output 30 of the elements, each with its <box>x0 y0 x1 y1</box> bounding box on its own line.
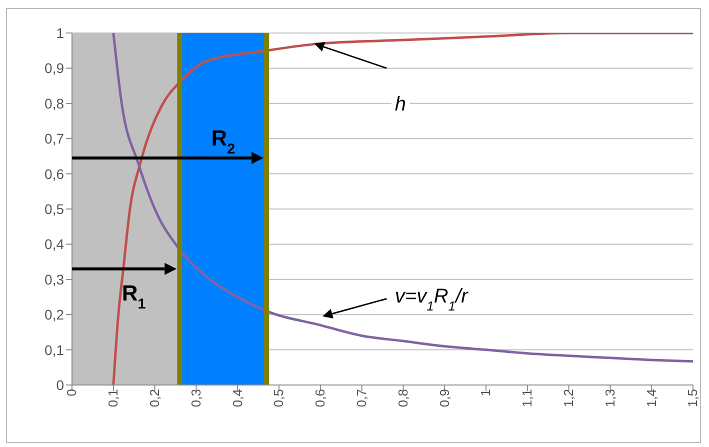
x-tick-label: 1,2 <box>561 389 576 408</box>
x-tick-label: 0,7 <box>354 389 370 408</box>
y-tick-label: 0,6 <box>44 166 64 182</box>
y-tick-label: 0,3 <box>44 271 64 288</box>
x-tick-label: 0,3 <box>188 389 204 408</box>
y-tick-label: 0,7 <box>44 130 64 147</box>
band-label: R$_{2}$ <box>211 126 236 158</box>
x-tick-label: 0 <box>64 389 80 396</box>
y-tick-label: 0,1 <box>44 342 64 358</box>
x-tick-label: 0,9 <box>436 389 452 408</box>
x-tick-label: 1,4 <box>644 389 659 408</box>
y-tick-label: 1 <box>56 24 64 41</box>
y-tick-label: 0,4 <box>44 236 64 252</box>
band-label: R$_{1}$ <box>122 280 146 313</box>
y-tick-label: 0,8 <box>44 95 64 112</box>
series-label: v=v$_{1}$R$_{1}$/r <box>394 285 470 313</box>
x-tick-label: 0,1 <box>106 389 121 408</box>
x-tick-label: 1,3 <box>602 389 618 408</box>
y-tick-label: 0,2 <box>44 306 64 323</box>
y-tick-label: 0,9 <box>44 60 64 76</box>
x-tick-label: 0,8 <box>395 389 410 408</box>
x-tick-label: 0,6 <box>312 389 328 408</box>
x-tick-label: 0,4 <box>230 389 245 408</box>
text: h <box>394 93 406 116</box>
x-tick-label: 1,5 <box>685 389 700 408</box>
x-tick-label: 1 <box>478 389 494 396</box>
x-tick-label: 1,1 <box>520 389 535 408</box>
y-tick-label: 0,5 <box>44 200 64 217</box>
x-tick-label: 0,2 <box>147 389 162 408</box>
x-tick-label: 0,5 <box>271 389 286 408</box>
